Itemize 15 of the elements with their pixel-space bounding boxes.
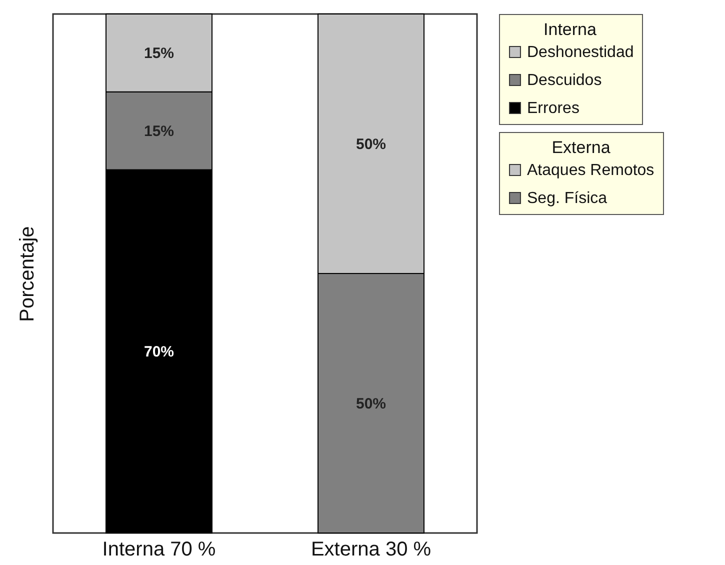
text: Externa bbox=[552, 138, 610, 157]
data-label: 70% bbox=[144, 343, 174, 360]
text: Interna bbox=[544, 20, 596, 39]
x-tick-label: Interna 70 % bbox=[102, 538, 216, 560]
data-label: 50% bbox=[356, 395, 386, 412]
legend-label: Descuidos bbox=[527, 72, 602, 89]
y-axis-title: Porcentaje bbox=[16, 226, 38, 322]
x-tick-label: Externa 30 % bbox=[310, 538, 432, 560]
data-label: 15% bbox=[144, 122, 174, 140]
legend-label: Deshonestidad bbox=[527, 44, 634, 61]
legend-label: Ataques Remotos bbox=[527, 162, 654, 179]
data-label: 50% bbox=[356, 136, 386, 153]
legend-label: Seg. Física bbox=[527, 190, 608, 207]
legend-label: Errores bbox=[527, 100, 580, 117]
data-label: 15% bbox=[144, 44, 174, 62]
